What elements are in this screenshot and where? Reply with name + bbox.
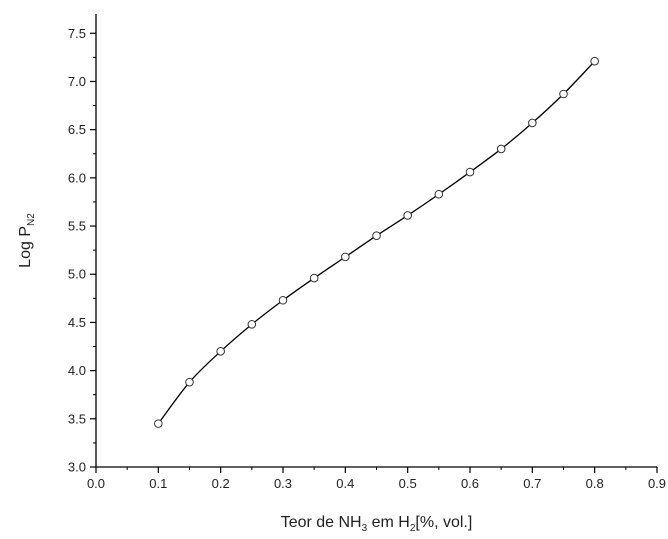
y-tick-label: 3.0 <box>68 460 86 475</box>
y-tick-label: 7.0 <box>68 74 86 89</box>
y-tick-label: 5.0 <box>68 267 86 282</box>
data-point <box>247 320 257 329</box>
y-tick-label: 4.5 <box>68 315 86 330</box>
x-tick-label: 0.0 <box>87 476 105 491</box>
x-tick-label: 0.9 <box>648 476 666 491</box>
x-tick-label: 0.2 <box>212 476 230 491</box>
y-axis-ticks: 3.0 3.5 4.0 4.5 5.0 5.5 6.0 6.5 7.0 7.5 <box>68 26 96 475</box>
data-point <box>559 89 568 99</box>
y-axis-title: Log PN2 <box>17 213 37 268</box>
data-point <box>372 231 381 240</box>
data-point <box>216 347 225 356</box>
x-tick-label: 0.7 <box>523 476 541 491</box>
x-tick-label: 0.5 <box>399 476 417 491</box>
y-tick-label: 7.5 <box>68 26 86 41</box>
data-point <box>590 56 599 66</box>
x-tick-label: 0.4 <box>336 476 354 491</box>
x-axis-ticks: 0.0 0.1 0.2 0.3 0.4 0.5 0.6 0.7 0.8 0.9 <box>87 467 666 491</box>
y-tick-label: 6.0 <box>68 170 86 185</box>
series-line <box>157 60 596 425</box>
y-tick-label: 4.0 <box>68 363 86 378</box>
data-point <box>341 252 350 262</box>
x-tick-label: 0.1 <box>149 476 167 491</box>
data-point <box>154 419 163 428</box>
x-tick-label: 0.6 <box>461 476 479 491</box>
data-point <box>496 144 506 154</box>
data-point <box>309 273 319 283</box>
chart-axes <box>95 14 657 468</box>
data-point <box>465 167 475 177</box>
data-point <box>528 118 537 128</box>
x-tick-label: 0.3 <box>274 476 292 491</box>
data-point <box>434 189 444 199</box>
y-tick-label: 3.5 <box>68 411 86 426</box>
y-tick-label: 5.5 <box>68 219 86 234</box>
y-tick-label: 6.5 <box>68 122 86 137</box>
x-tick-label: 0.8 <box>586 476 604 491</box>
data-point <box>278 295 288 305</box>
data-point <box>403 211 412 220</box>
series-group <box>154 56 599 428</box>
x-axis-title: Teor de NH3 em H2[%, vol.] <box>281 514 473 534</box>
data-point <box>185 377 194 387</box>
